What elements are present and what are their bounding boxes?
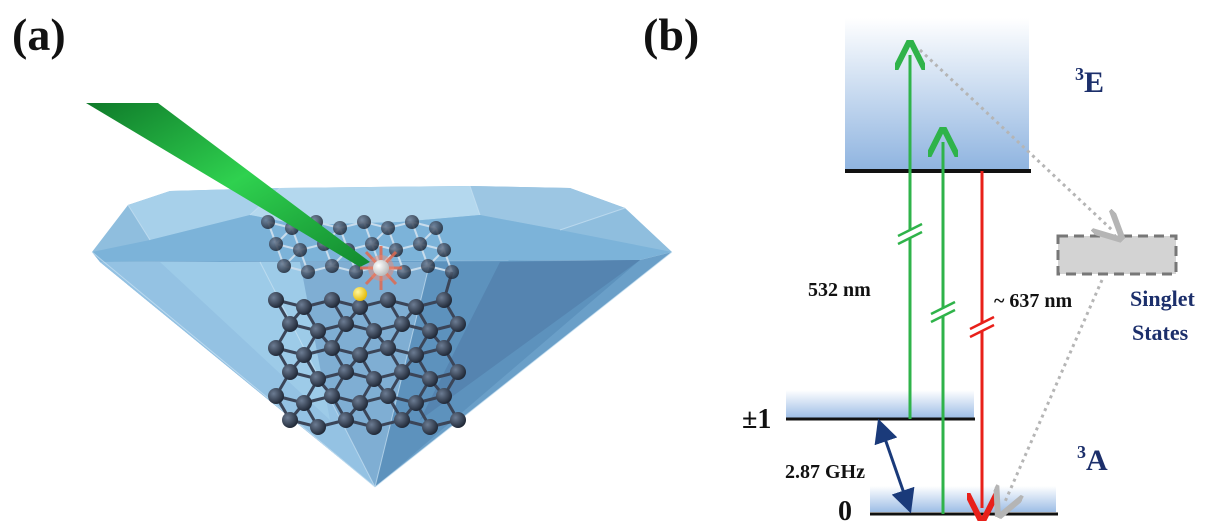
carbon-atom-icon [324, 340, 340, 356]
sublevel-pm1-band [786, 390, 974, 418]
carbon-atom-icon [310, 323, 326, 339]
carbon-atom-icon [296, 395, 312, 411]
carbon-atom-icon [437, 243, 451, 257]
nv-vacancy-atom-icon [360, 246, 402, 290]
carbon-atom-icon [293, 243, 307, 257]
carbon-atom-icon [366, 371, 382, 387]
singlet-states-box [1056, 234, 1178, 276]
carbon-atom-icon [277, 259, 291, 273]
carbon-atom-icon [296, 347, 312, 363]
carbon-atom-icon [282, 364, 298, 380]
carbon-atom-icon [408, 299, 424, 315]
zero-field-splitting-label: 2.87 GHz [785, 461, 865, 483]
carbon-atom-icon [365, 237, 379, 251]
carbon-atom-icon [338, 412, 354, 428]
carbon-atom-icon [389, 243, 403, 257]
carbon-atom-icon [325, 259, 339, 273]
carbon-lattice-icon [261, 215, 466, 435]
carbon-atom-icon [338, 316, 354, 332]
carbon-atom-icon [450, 364, 466, 380]
carbon-atom-icon [422, 323, 438, 339]
carbon-atom-icon [422, 419, 438, 435]
green-laser-beam-icon [86, 103, 370, 267]
carbon-atom-icon [436, 292, 452, 308]
excited-state-band [845, 18, 1029, 170]
panel-label-b: (b) [643, 9, 700, 60]
carbon-atom-icon [310, 419, 326, 435]
carbon-atom-icon [450, 316, 466, 332]
ground-state-label: 3A [1077, 442, 1108, 477]
carbon-atom-icon [429, 221, 443, 235]
carbon-atom-icon [324, 292, 340, 308]
carbon-atom-icon [445, 265, 459, 279]
carbon-atom-icon [405, 215, 419, 229]
carbon-atom-icon [261, 215, 275, 229]
carbon-atom-icon [380, 292, 396, 308]
splitting-arrow [874, 418, 915, 514]
singlet-label-line2: States [1132, 320, 1189, 345]
panel-label-a: (a) [12, 9, 66, 60]
isc-arrow-to-ground [1004, 279, 1104, 504]
carbon-atom-icon [408, 395, 424, 411]
carbon-atom-icon [268, 388, 284, 404]
sublevel-pm1-label: ±1 [742, 404, 771, 435]
carbon-atom-icon [349, 265, 363, 279]
singlet-label-line1: Singlet [1130, 286, 1195, 311]
carbon-atom-icon [394, 412, 410, 428]
carbon-atom-icon [357, 215, 371, 229]
carbon-atom-icon [301, 265, 315, 279]
carbon-atom-icon [333, 221, 347, 235]
carbon-atom-icon [408, 347, 424, 363]
carbon-atom-icon [282, 316, 298, 332]
carbon-atom-icon [269, 237, 283, 251]
carbon-atom-icon [380, 388, 396, 404]
carbon-atom-icon [352, 347, 368, 363]
emission-wavelength-label: ~ 637 nm [994, 290, 1073, 312]
carbon-atom-icon [268, 292, 284, 308]
carbon-atom-icon [413, 237, 427, 251]
carbon-atom-icon [422, 371, 438, 387]
excited-state-label: 3E [1075, 64, 1104, 99]
excitation-wavelength-label: 532 nm [808, 279, 871, 301]
carbon-atom-icon [436, 388, 452, 404]
diamond-crystal-icon [91, 185, 673, 488]
carbon-atom-icon [310, 371, 326, 387]
carbon-atom-icon [380, 340, 396, 356]
carbon-atom-icon [324, 388, 340, 404]
carbon-atom-icon [366, 419, 382, 435]
carbon-atom-icon [436, 340, 452, 356]
isc-arrow-to-singlet [918, 48, 1112, 230]
carbon-atom-icon [421, 259, 435, 273]
carbon-atom-icon [352, 395, 368, 411]
carbon-atom-icon [450, 412, 466, 428]
carbon-atom-icon [394, 364, 410, 380]
carbon-atom-icon [352, 299, 368, 315]
carbon-atom-icon [338, 364, 354, 380]
carbon-atom-icon [381, 221, 395, 235]
nitrogen-atom-icon [353, 287, 367, 301]
carbon-atom-icon [282, 412, 298, 428]
carbon-atom-icon [366, 323, 382, 339]
carbon-atom-icon [296, 299, 312, 315]
carbon-atom-icon [394, 316, 410, 332]
carbon-atom-icon [268, 340, 284, 356]
sublevel-0-label: 0 [838, 496, 852, 521]
sublevel-0-band [870, 486, 1056, 512]
